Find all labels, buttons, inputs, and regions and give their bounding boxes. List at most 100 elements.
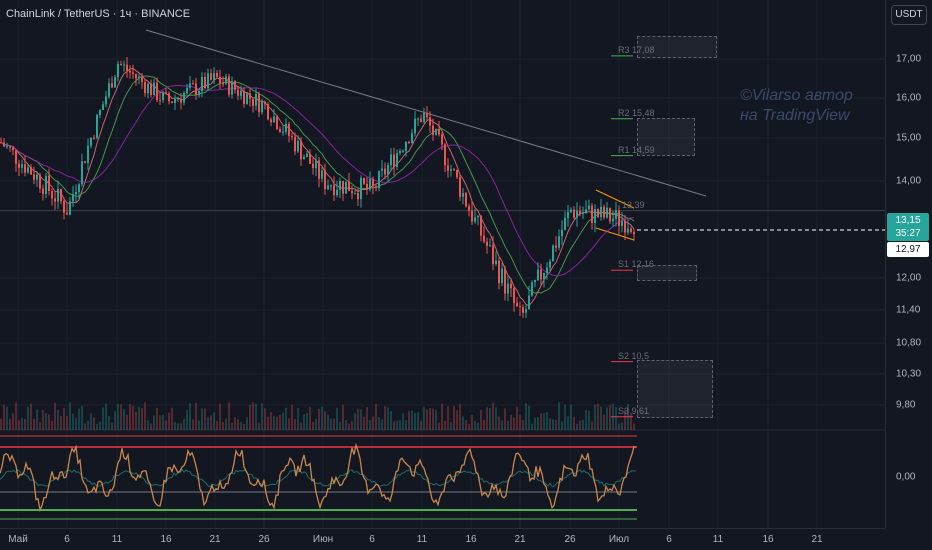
- volume-bar: [486, 407, 488, 430]
- candle: [153, 82, 155, 96]
- volume-bar: [609, 404, 611, 430]
- candle: [180, 98, 182, 103]
- chart-area[interactable]: ChainLink / TetherUS · 1ч · BINANCE ©Vil…: [0, 0, 885, 528]
- volume-bar: [438, 422, 440, 430]
- candle: [126, 64, 128, 71]
- candle: [504, 268, 506, 294]
- candle: [63, 201, 65, 213]
- volume-bar: [147, 420, 149, 430]
- volume-bar: [90, 413, 92, 430]
- candle: [3, 142, 5, 147]
- candle: [633, 232, 635, 235]
- volume-bar: [552, 419, 554, 430]
- volume-bar: [414, 412, 416, 430]
- candle: [333, 185, 335, 196]
- symbol-title[interactable]: ChainLink / TetherUS · 1ч · BINANCE: [6, 8, 191, 20]
- price-axis[interactable]: [885, 0, 932, 528]
- volume-bar: [186, 410, 188, 430]
- currency-button[interactable]: USDT: [891, 5, 927, 25]
- candle: [447, 165, 449, 171]
- candle: [492, 245, 494, 265]
- candle: [102, 104, 104, 110]
- time-tick-label: 26: [258, 534, 270, 545]
- candle: [27, 167, 29, 173]
- candle: [93, 137, 95, 139]
- volume-bar: [36, 409, 38, 430]
- candle: [177, 98, 179, 100]
- candle: [555, 245, 557, 248]
- volume-bar: [84, 423, 86, 430]
- candle: [195, 83, 197, 96]
- candle: [582, 212, 584, 214]
- candle: [627, 228, 629, 233]
- candle: [258, 93, 260, 113]
- volume-bar: [0, 418, 2, 430]
- volume-bar: [66, 416, 68, 430]
- candle: [120, 64, 122, 66]
- candle: [354, 193, 356, 195]
- volume-bar: [342, 404, 344, 430]
- volume-bar: [441, 403, 443, 430]
- volume-bar: [588, 410, 590, 430]
- volume-bar: [366, 407, 368, 430]
- volume-bar: [357, 408, 359, 430]
- volume-bar: [222, 422, 224, 430]
- volume-bar: [615, 407, 617, 430]
- candle: [6, 146, 8, 148]
- candle: [228, 76, 230, 95]
- volume-bar: [264, 408, 266, 430]
- oscillator-pane[interactable]: [0, 435, 637, 520]
- volume-bar: [477, 422, 479, 430]
- volume-bar: [258, 422, 260, 430]
- volume-bar: [558, 402, 560, 430]
- volume-bar: [480, 409, 482, 430]
- volume-bar: [81, 405, 83, 430]
- candle: [489, 245, 491, 247]
- volume-bar: [117, 404, 119, 430]
- volume-bar: [294, 419, 296, 430]
- candle: [24, 164, 26, 173]
- candle: [42, 188, 44, 194]
- volume-bar: [123, 409, 125, 430]
- volume-bar: [3, 404, 5, 430]
- candle: [270, 119, 272, 123]
- trendline[interactable]: [145, 29, 707, 241]
- volume-bar: [345, 419, 347, 430]
- reference-price-badge: 12,97: [887, 242, 929, 257]
- volume-bar: [513, 417, 515, 430]
- chart-canvas[interactable]: [0, 0, 885, 528]
- volume-bar: [99, 421, 101, 430]
- candle: [90, 137, 92, 146]
- descending-trendline: [145, 29, 707, 197]
- volume-bar: [375, 403, 377, 430]
- time-tick-label: 16: [160, 534, 172, 545]
- candle: [252, 98, 254, 106]
- candle: [105, 96, 107, 105]
- candle: [561, 229, 563, 237]
- candle: [78, 184, 80, 193]
- candle: [72, 194, 74, 202]
- candle: [336, 189, 338, 196]
- candle: [360, 177, 362, 200]
- candle: [528, 295, 530, 310]
- candle: [567, 212, 569, 218]
- volume-bar: [141, 408, 143, 430]
- volume-bar: [156, 407, 158, 430]
- volume-bar: [201, 408, 203, 430]
- candle: [267, 104, 269, 120]
- volume-bar: [57, 409, 59, 430]
- pivot-label: R3 17,08: [618, 44, 655, 55]
- volume-bar: [372, 416, 374, 430]
- candle: [393, 154, 395, 167]
- candle: [531, 282, 533, 296]
- volume-bar: [144, 402, 146, 430]
- candle: [69, 201, 71, 215]
- time-tick-label: 21: [811, 534, 823, 545]
- price-tick-label: 9,80: [896, 399, 916, 411]
- candle: [48, 175, 50, 191]
- volume-bar: [543, 413, 545, 430]
- volume-bar: [45, 413, 47, 430]
- time-axis[interactable]: Май 6 11 16 21 26 Июн 6 11 16 21 26 Июл 6 11 16 21: [0, 528, 885, 550]
- candle: [630, 228, 632, 233]
- volume-bar: [276, 416, 278, 430]
